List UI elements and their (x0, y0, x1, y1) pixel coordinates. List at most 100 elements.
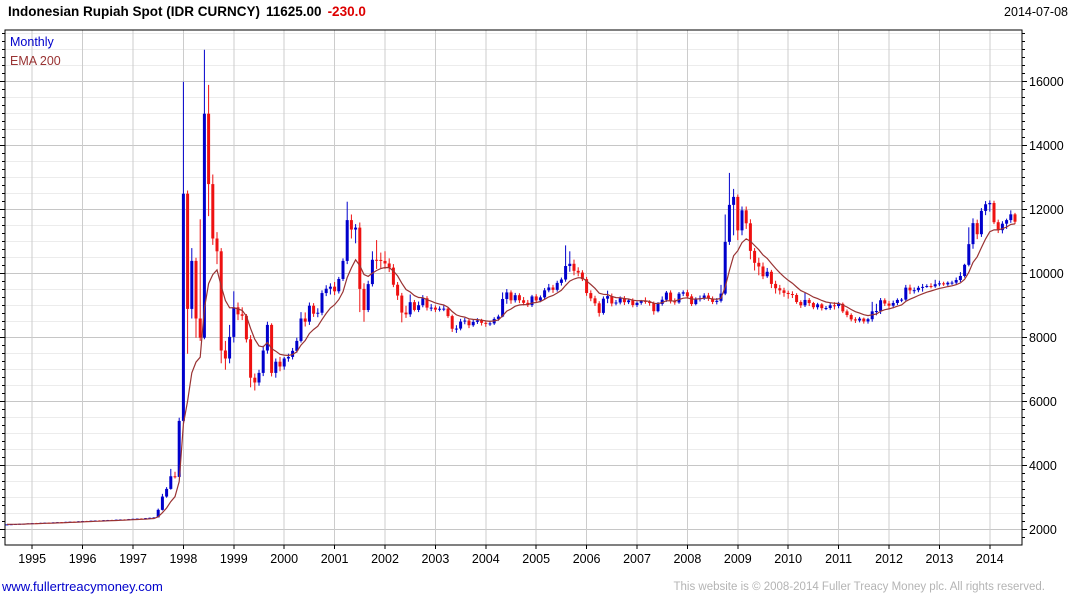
y-axis-label: 12000 (1029, 203, 1064, 217)
candle (278, 356, 282, 372)
candle (954, 277, 958, 285)
candle (177, 417, 181, 478)
last-price: 11625.00 (266, 4, 322, 19)
candle (559, 277, 563, 286)
candle (677, 291, 681, 304)
candle (765, 267, 769, 278)
candle (589, 290, 593, 302)
candle (942, 281, 946, 286)
candle (160, 493, 164, 511)
candle (211, 174, 215, 245)
candle (870, 301, 874, 322)
candle (312, 303, 316, 317)
candle (219, 248, 223, 364)
candle (921, 283, 925, 292)
candle (849, 313, 853, 322)
candle (324, 285, 328, 297)
candle (509, 290, 513, 304)
candle (979, 208, 983, 237)
legend-ema: EMA 200 (10, 54, 61, 68)
candle (858, 316, 862, 323)
price-change: -230.0 (327, 4, 366, 19)
candle (576, 267, 580, 277)
candle (706, 292, 710, 301)
y-axis-label: 2000 (1029, 523, 1057, 537)
candle (597, 301, 601, 317)
candle (240, 307, 244, 321)
candle (799, 300, 803, 308)
candle (580, 270, 584, 282)
candle (757, 257, 761, 276)
candle (572, 259, 576, 276)
candle (375, 240, 379, 269)
legend-series: Monthly (10, 35, 55, 49)
candle (190, 248, 194, 319)
candle (454, 325, 458, 333)
candle (467, 318, 471, 329)
candle (417, 301, 421, 313)
candle (173, 471, 177, 479)
candle (202, 49, 206, 340)
candle (198, 219, 202, 341)
x-axis-label: 2006 (573, 552, 601, 566)
candle (660, 296, 664, 306)
candle (450, 314, 454, 332)
candle (774, 280, 778, 294)
candle (358, 222, 362, 313)
candle (732, 188, 736, 236)
candle (824, 306, 828, 311)
candle (610, 293, 614, 307)
candle (946, 281, 950, 286)
candle (354, 224, 358, 244)
candle (391, 264, 395, 288)
candle (207, 84, 211, 217)
candle (769, 269, 773, 289)
candle (685, 289, 689, 299)
grid-minor-lines (5, 33, 1022, 515)
candle (429, 304, 433, 312)
candle (530, 294, 534, 307)
candle (370, 251, 374, 287)
candle (526, 299, 530, 307)
candle (866, 317, 870, 324)
candle (215, 232, 219, 265)
candle (446, 306, 450, 318)
candle (963, 263, 967, 278)
site-link[interactable]: www.fullertreacymoney.com (2, 579, 163, 594)
x-axis-label: 1999 (220, 552, 248, 566)
candle (711, 296, 715, 305)
candle (433, 305, 437, 313)
x-axis-label: 2009 (724, 552, 752, 566)
candle (257, 369, 261, 386)
candle (883, 298, 887, 307)
candle (236, 302, 240, 321)
candle (904, 284, 908, 301)
candle (387, 258, 391, 273)
candle (988, 200, 992, 212)
candle (912, 287, 916, 294)
candle (606, 290, 610, 304)
candle (299, 312, 303, 343)
candle (669, 290, 673, 304)
candle (404, 305, 408, 318)
candle (274, 358, 278, 378)
candle (681, 290, 685, 297)
x-axis-label: 2013 (925, 552, 953, 566)
ema-line (6, 223, 1016, 525)
x-axis-label: 2010 (774, 552, 802, 566)
candle (1000, 221, 1004, 234)
candle (900, 298, 904, 303)
x-axis-label: 2012 (875, 552, 903, 566)
candle (925, 284, 929, 288)
y-axis-label: 8000 (1029, 331, 1057, 345)
x-axis-label: 2011 (825, 552, 852, 566)
candle (555, 280, 559, 292)
candle (727, 172, 731, 245)
candle (522, 297, 526, 306)
candle (341, 258, 345, 282)
y-axis-label: 10000 (1029, 267, 1064, 281)
candle (232, 291, 236, 343)
candle (782, 287, 786, 297)
candle (349, 214, 353, 239)
